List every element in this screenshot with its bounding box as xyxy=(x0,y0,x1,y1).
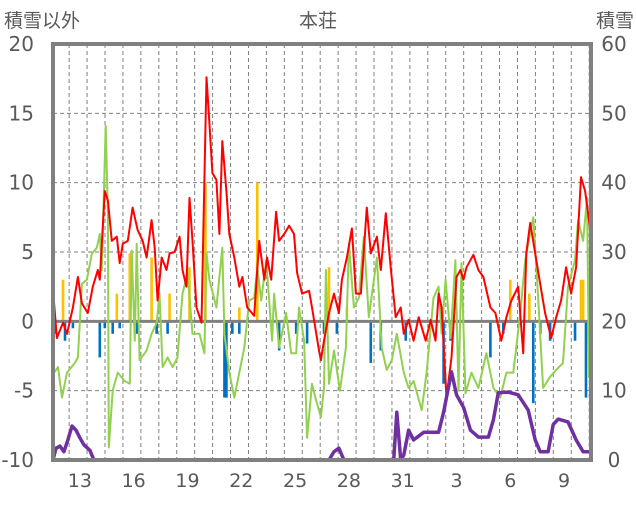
x-tick-label: 19 xyxy=(175,470,199,492)
x-tick-label: 6 xyxy=(504,470,516,492)
blue-bar xyxy=(225,321,228,398)
green-series-line xyxy=(53,124,590,449)
lines xyxy=(51,76,591,462)
right-tick-label: 30 xyxy=(601,240,626,264)
x-tick-label: 3 xyxy=(450,470,462,492)
blue-bar xyxy=(231,321,234,334)
blue-bar xyxy=(103,321,107,329)
blue-bar xyxy=(531,321,535,404)
orange-bar xyxy=(509,279,512,322)
orange-bar xyxy=(327,267,331,322)
orange-bar xyxy=(579,279,583,322)
orange-bar xyxy=(238,307,241,322)
orange-bar xyxy=(115,293,119,322)
orange-bar xyxy=(128,253,132,322)
left-tick-label: -10 xyxy=(1,448,34,472)
blue-bar xyxy=(369,321,373,363)
left-tick-label: -5 xyxy=(14,379,34,403)
left-axis-title: 積雪以外 xyxy=(4,10,80,32)
blue-bar xyxy=(98,321,102,358)
blue-bar xyxy=(277,321,281,351)
right-tick-label: 10 xyxy=(601,379,626,403)
blue-bar xyxy=(584,321,588,398)
x-tick-label: 25 xyxy=(283,470,307,492)
x-tick-label: 22 xyxy=(229,470,253,492)
blue-bar xyxy=(223,321,226,398)
right-tick-label: 20 xyxy=(601,309,626,333)
blue-bar xyxy=(489,321,492,358)
left-tick-label: 5 xyxy=(21,240,34,264)
left-tick-label: 0 xyxy=(21,309,34,333)
blue-bar xyxy=(111,321,115,334)
orange-bar xyxy=(61,279,65,322)
right-tick-label: 60 xyxy=(601,32,626,56)
x-tick-label: 16 xyxy=(122,470,146,492)
x-tick-label: 9 xyxy=(558,470,570,492)
orange-bar xyxy=(528,293,531,322)
snow-series-line xyxy=(51,370,590,462)
blue-bar xyxy=(238,321,241,334)
blue-bar xyxy=(155,321,158,334)
blue-bar xyxy=(294,321,298,334)
left-tick-label: 20 xyxy=(9,32,34,56)
right-axis-title: 積雪 xyxy=(596,10,634,32)
blue-bar xyxy=(166,321,169,334)
blue-bar xyxy=(573,321,577,341)
orange-bar xyxy=(581,279,585,322)
x-tick-label: 13 xyxy=(68,470,92,492)
orange-bar xyxy=(150,257,153,322)
blue-bar xyxy=(135,321,139,334)
blue-bar xyxy=(118,321,122,329)
red-series-line xyxy=(53,76,591,399)
blue-bar xyxy=(335,321,339,334)
blue-bar xyxy=(71,321,75,329)
x-tick-label: 31 xyxy=(391,470,415,492)
blue-bar xyxy=(305,321,309,344)
right-tick-label: 50 xyxy=(601,101,626,125)
right-tick-label: 40 xyxy=(601,171,626,195)
left-tick-label: 10 xyxy=(9,171,34,195)
orange-bar xyxy=(168,293,171,322)
orange-bar xyxy=(255,182,259,322)
right-tick-label: 0 xyxy=(608,448,621,472)
x-tick-label: 28 xyxy=(337,470,361,492)
chart-title: 本荘 xyxy=(299,10,337,32)
plot-frame xyxy=(51,42,593,462)
left-tick-label: 15 xyxy=(9,101,34,125)
orange-bar xyxy=(204,182,207,322)
